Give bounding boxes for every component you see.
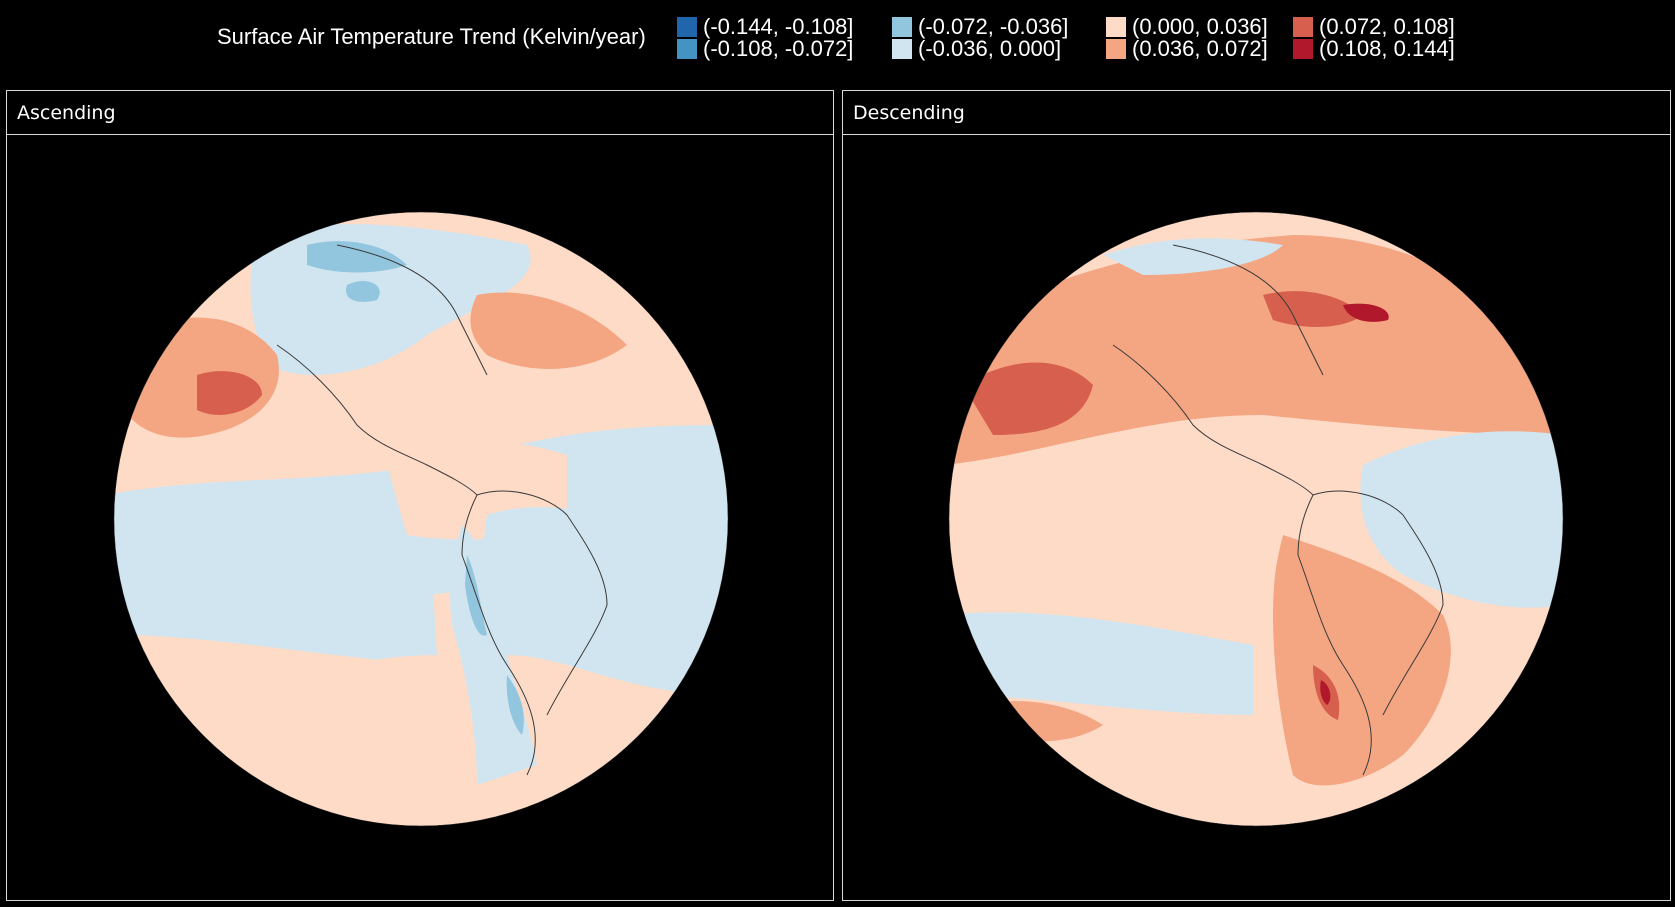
legend-label: (0.072, 0.108] <box>1319 14 1455 39</box>
globe-map <box>948 211 1564 827</box>
panel-descending: Descending <box>842 90 1671 901</box>
legend-swatch <box>1106 17 1126 37</box>
legend: Surface Air Temperature Trend (Kelvin/ye… <box>0 0 1675 80</box>
cool-zone <box>346 280 380 302</box>
panel-title: Descending <box>853 101 965 124</box>
map-area <box>7 135 833 900</box>
legend-label: (-0.072, -0.036] <box>918 14 1069 39</box>
warm-zone <box>197 371 262 415</box>
cool-zone <box>1103 238 1283 275</box>
legend-label: (0.036, 0.072] <box>1132 36 1268 61</box>
coastline <box>1172 244 1324 376</box>
coastline <box>1312 490 1444 716</box>
globe-outline <box>948 211 1564 827</box>
legend-label: (-0.036, 0.000] <box>918 36 1062 61</box>
globe-outline <box>113 211 729 827</box>
legend-item: (0.108, 0.144] <box>1293 38 1455 60</box>
panel-title: Ascending <box>17 101 116 124</box>
warm-zone <box>1320 680 1331 705</box>
legend-swatch <box>892 17 912 37</box>
panel-strip: Ascending <box>7 91 833 135</box>
warm-zone <box>117 635 437 735</box>
warm-zone <box>1343 303 1389 322</box>
legend-swatch <box>1293 39 1313 59</box>
cool-zone <box>949 612 1253 715</box>
coastline <box>1112 344 1372 776</box>
coastline <box>276 344 536 776</box>
warm-zone <box>963 362 1093 435</box>
legend-item: (0.000, 0.036] <box>1106 16 1268 38</box>
legend-item: (-0.072, -0.036] <box>892 16 1068 38</box>
cool-zone <box>307 241 407 273</box>
panel-strip: Descending <box>843 91 1670 135</box>
legend-item: (0.036, 0.072] <box>1106 38 1268 60</box>
legend-item: (-0.144, -0.108] <box>677 16 853 38</box>
cool-zone <box>506 675 524 735</box>
warm-zone <box>1263 291 1363 327</box>
legend-swatch <box>677 17 697 37</box>
legend-swatch <box>677 39 697 59</box>
globe-map <box>113 211 729 827</box>
legend-label: (0.000, 0.036] <box>1132 14 1268 39</box>
legend-item: (0.072, 0.108] <box>1293 16 1455 38</box>
legend-label: (0.108, 0.144] <box>1319 36 1455 61</box>
legend-swatch <box>892 39 912 59</box>
legend-item: (-0.036, 0.000] <box>892 38 1061 60</box>
legend-label: (-0.108, -0.072] <box>703 36 854 61</box>
coastline <box>476 490 608 716</box>
legend-item: (-0.108, -0.072] <box>677 38 853 60</box>
cool-zone <box>483 507 727 695</box>
warm-zone <box>949 235 1563 465</box>
legend-label: (-0.144, -0.108] <box>703 14 854 39</box>
map-area <box>843 135 1670 900</box>
panel-ascending: Ascending <box>6 90 834 901</box>
legend-swatch <box>1293 17 1313 37</box>
coastline <box>336 244 488 376</box>
warm-zone <box>1273 535 1451 786</box>
cool-zone <box>1360 431 1563 608</box>
legend-title: Surface Air Temperature Trend (Kelvin/ye… <box>217 24 646 49</box>
legend-swatch <box>1106 39 1126 59</box>
warm-zone <box>470 292 627 369</box>
